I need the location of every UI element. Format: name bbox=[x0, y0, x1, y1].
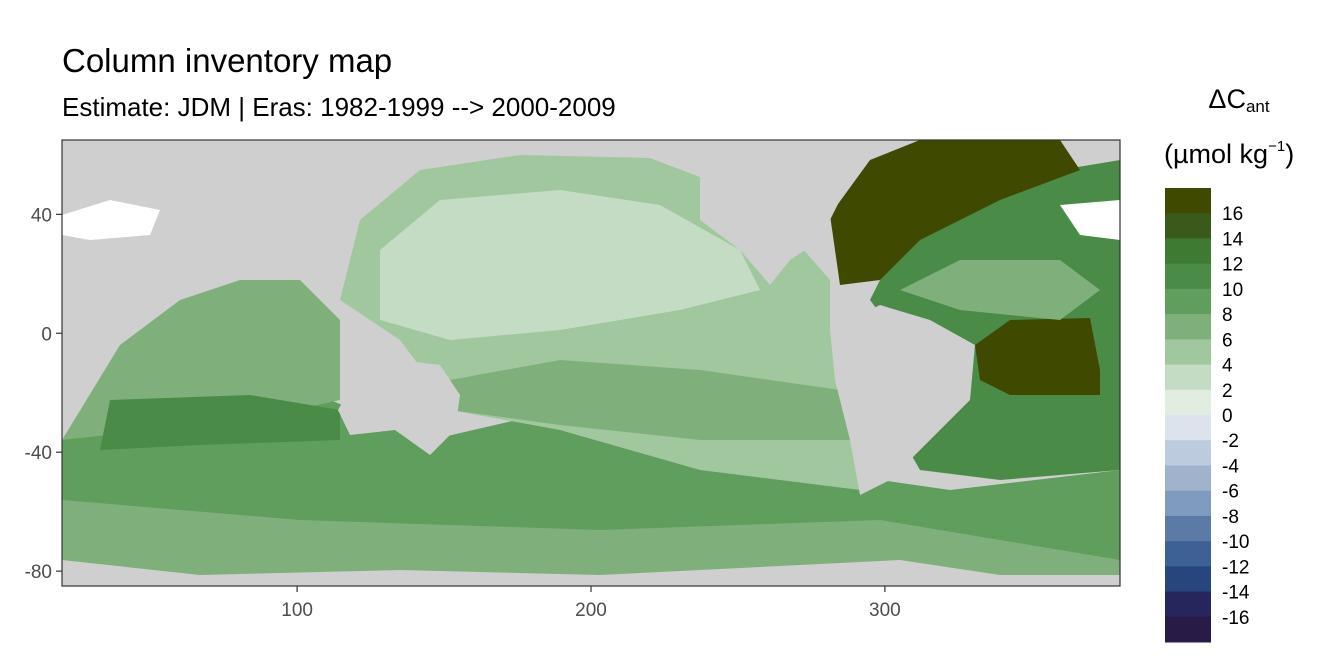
legend-label: 0 bbox=[1222, 406, 1233, 427]
legend-swatch bbox=[1165, 364, 1211, 391]
tropical-atlantic-core bbox=[975, 318, 1100, 395]
south-america-land bbox=[830, 305, 975, 495]
legend-swatch bbox=[1165, 541, 1211, 567]
legend-label: -2 bbox=[1222, 431, 1239, 452]
legend-swatch bbox=[1165, 238, 1211, 265]
legend-label: 10 bbox=[1222, 280, 1243, 301]
legend-swatch bbox=[1165, 288, 1211, 315]
legend-swatch bbox=[1165, 440, 1211, 466]
legend-swatch bbox=[1165, 263, 1211, 290]
legend-swatch bbox=[1165, 616, 1211, 643]
legend-swatch bbox=[1165, 515, 1211, 542]
legend-label: -4 bbox=[1222, 456, 1239, 477]
legend-label: 14 bbox=[1222, 229, 1244, 250]
north-atlantic-core bbox=[830, 140, 1080, 285]
x-axis: 100 200 300 bbox=[281, 586, 901, 621]
legend-label: -16 bbox=[1222, 608, 1249, 629]
legend-swatch bbox=[1165, 188, 1211, 214]
legend-label: -6 bbox=[1222, 482, 1239, 503]
south-pacific-band bbox=[450, 360, 860, 440]
arctic-patch-1 bbox=[62, 200, 160, 240]
subtropical-atlantic-light bbox=[900, 260, 1100, 320]
legend-swatch bbox=[1165, 591, 1211, 618]
legend-swatch bbox=[1165, 314, 1211, 340]
legend-label: -10 bbox=[1222, 532, 1249, 553]
map-title: Column inventory map bbox=[62, 42, 393, 79]
legend-label: -8 bbox=[1222, 507, 1239, 528]
legend-label: 4 bbox=[1222, 356, 1233, 377]
legend-swatch bbox=[1165, 490, 1211, 517]
legend-label: 6 bbox=[1222, 330, 1233, 351]
legend-label: 8 bbox=[1222, 305, 1233, 326]
legend-title: ΔCant bbox=[1208, 84, 1270, 116]
north-pacific-light bbox=[380, 190, 760, 340]
map-panel bbox=[62, 140, 1120, 586]
map-subtitle: Estimate: JDM | Eras: 1982-1999 --> 2000… bbox=[62, 92, 616, 122]
legend-colorbar: 16 14 12 10 8 6 4 2 0 -2 -4 -6 -8 -10 -12 -14 -16 bbox=[1165, 188, 1250, 643]
x-tick-label: 100 bbox=[281, 600, 313, 621]
legend-swatch bbox=[1165, 465, 1211, 492]
arctic-patch-2 bbox=[1060, 200, 1120, 240]
legend-unit: (µmol kg−1) bbox=[1164, 138, 1295, 169]
y-tick-label: 0 bbox=[41, 324, 52, 345]
legend-swatch bbox=[1165, 339, 1211, 366]
y-tick-label: -40 bbox=[25, 443, 52, 464]
x-tick-label: 300 bbox=[869, 600, 901, 621]
legend-label: 16 bbox=[1222, 204, 1243, 225]
legend-label: 12 bbox=[1222, 255, 1243, 276]
y-axis: 40 0 -40 -80 bbox=[25, 205, 62, 583]
legend-swatch bbox=[1165, 415, 1211, 441]
legend-swatch bbox=[1165, 213, 1211, 239]
legend-label: 2 bbox=[1222, 381, 1233, 402]
australia-land bbox=[338, 360, 460, 455]
legend-swatch bbox=[1165, 566, 1211, 593]
north-america-land bbox=[700, 140, 870, 285]
legend-label: -14 bbox=[1222, 583, 1250, 604]
y-tick-label: -80 bbox=[25, 562, 52, 583]
x-tick-label: 200 bbox=[575, 600, 607, 621]
y-tick-label: 40 bbox=[31, 205, 52, 226]
legend-swatch bbox=[1165, 389, 1211, 416]
antarctic-margin bbox=[62, 560, 1120, 586]
legend-label: -12 bbox=[1222, 557, 1249, 578]
indian-ocean-deep-band bbox=[100, 395, 340, 450]
